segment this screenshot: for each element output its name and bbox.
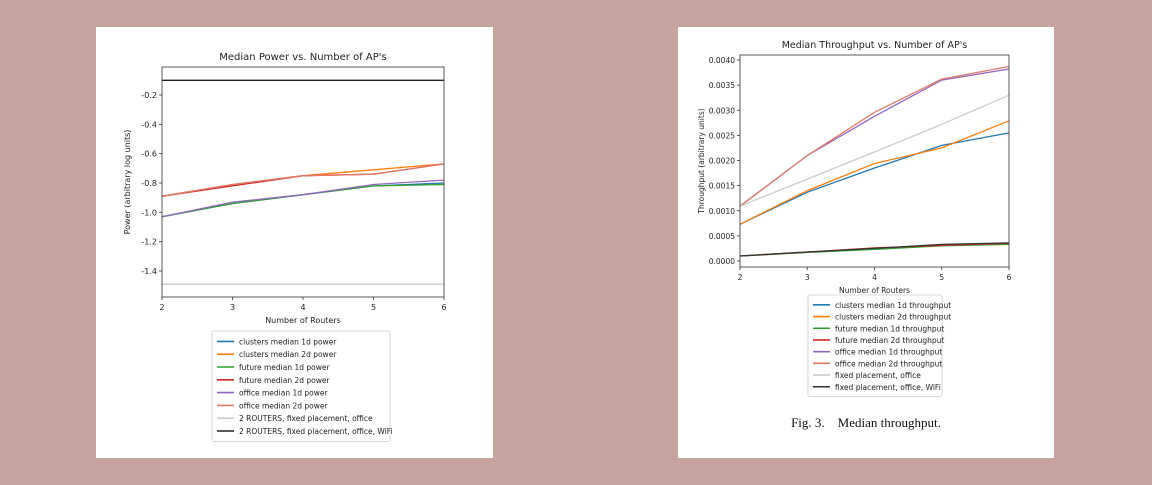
legend-label: office median 1d power [239, 389, 328, 398]
power-chart-panel: Median Power vs. Number of AP's 2 3 4 5 6 -0.2… [96, 27, 493, 458]
legend-label: fixed placement, office [835, 371, 921, 380]
plot-frame [161, 66, 445, 298]
series-line-5 [161, 179, 445, 218]
throughput-chart-panel: Median Throughput vs. Number of AP's 2 3 4 5… [678, 27, 1054, 458]
plot-frame [739, 54, 1010, 268]
legend-label: clusters median 1d throughput [835, 301, 951, 310]
series-line-8 [739, 242, 1010, 257]
y-tick-label: 0.0025 [709, 131, 735, 140]
series-line-1 [739, 132, 1010, 225]
throughput-chart: Median Throughput vs. Number of AP's 2 3 4 5… [697, 40, 1012, 397]
legend-label: 2 ROUTERS, fixed placement, office, WiFi [239, 427, 393, 436]
legend-box [807, 294, 943, 397]
y-tick-label: -0.6 [141, 150, 157, 159]
x-tick-label: 6 [441, 303, 446, 312]
y-tick-label: 0.0030 [709, 106, 735, 115]
y-axis-label: Throughput (arbitrary units) [697, 108, 706, 214]
series-line-2 [739, 120, 1010, 225]
y-tick-label: -0.8 [141, 179, 157, 188]
y-tick-label: 0.0010 [709, 207, 735, 216]
series-line-1 [161, 182, 445, 218]
y-tick-label: -0.2 [141, 91, 157, 100]
legend-label: clusters median 1d power [239, 337, 337, 346]
legend-label: clusters median 2d throughput [835, 313, 951, 322]
x-axis-label: Number of Routers [265, 316, 341, 325]
legend-label: fixed placement, office, WiFi [835, 383, 941, 392]
x-tick-label: 4 [872, 273, 877, 282]
legend-label: office median 2d power [239, 401, 328, 410]
x-axis-label: Number of Routers [839, 286, 910, 295]
x-tick-label: 2 [159, 303, 164, 312]
y-tick-label: -0.4 [141, 120, 157, 129]
x-tick-label: 5 [371, 303, 376, 312]
series-line-2 [161, 163, 445, 197]
y-tick-label: 0.0000 [709, 257, 735, 266]
legend-box [211, 330, 391, 442]
series-line-4 [161, 163, 445, 197]
y-tick-label: -1.4 [141, 267, 157, 276]
y-tick-label: -1.2 [141, 238, 157, 247]
y-tick-label: -1.0 [141, 208, 157, 217]
power-chart: Median Power vs. Number of AP's 2 3 4 5 6 -0.2… [123, 52, 447, 442]
legend-label: future median 1d power [239, 363, 331, 372]
x-tick-label: 3 [805, 273, 810, 282]
y-tick-label: 0.0020 [709, 157, 735, 166]
x-tick-label: 2 [738, 273, 743, 282]
series-line-6 [161, 163, 445, 197]
legend-label: future median 2d throughput [835, 336, 944, 345]
y-tick-label: 0.0005 [709, 232, 735, 241]
series-line-3 [739, 243, 1010, 257]
legend-label: clusters median 2d power [239, 350, 337, 359]
x-tick-label: 5 [939, 273, 944, 282]
x-tick-label: 6 [1007, 273, 1012, 282]
legend-label: office median 1d throughput [835, 348, 942, 357]
series-line-6 [739, 65, 1010, 207]
legend-label: future median 2d power [239, 376, 331, 385]
x-tick-label: 3 [230, 303, 235, 312]
y-axis-label: Power (arbitrary log units) [123, 130, 132, 235]
chart-title: Median Throughput vs. Number of AP's [782, 40, 968, 51]
legend-label: office median 2d throughput [835, 359, 942, 368]
x-tick-label: 4 [300, 303, 305, 312]
chart-title: Median Power vs. Number of AP's [219, 52, 386, 63]
legend-label: 2 ROUTERS, fixed placement, office [239, 414, 373, 423]
y-tick-label: 0.0035 [709, 81, 735, 90]
figure-caption: Fig. 3. Median throughput. [791, 415, 941, 430]
legend-label: future median 1d throughput [835, 324, 944, 333]
y-tick-label: 0.0015 [709, 182, 735, 191]
series-line-7 [739, 94, 1010, 207]
y-tick-label: 0.0040 [709, 56, 735, 65]
